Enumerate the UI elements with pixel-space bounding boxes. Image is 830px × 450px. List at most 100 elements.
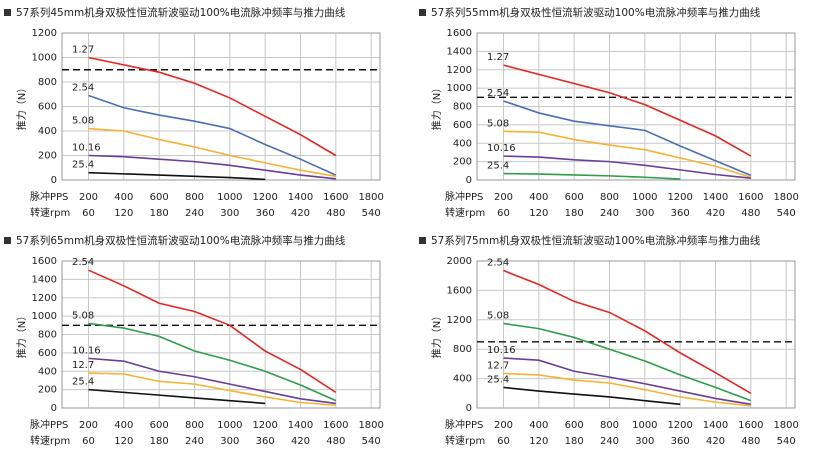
x2-tick-label: 420: [291, 436, 310, 447]
x2-tick-label: 360: [671, 436, 690, 447]
series-label: 25.4: [72, 160, 94, 171]
x2-tick-label: 360: [256, 436, 275, 447]
series-line: [503, 130, 752, 179]
x-tick-label: 200: [79, 192, 98, 203]
series-line: [88, 388, 266, 405]
series-label: 12.7: [487, 360, 509, 371]
x2-tick-label: 420: [291, 208, 310, 219]
y-tick-label: 400: [38, 126, 57, 137]
y-axis-label: 推力（N）: [430, 311, 443, 358]
x2-tick-label: 420: [706, 436, 725, 447]
x2-tick-label: 240: [185, 208, 204, 219]
y-tick-label: 0: [466, 403, 472, 414]
title-bullet: [4, 9, 11, 16]
chart-title: 57系列75mm机身双极性恒流斩波驱动100%电流脉冲频率与推力曲线: [431, 234, 761, 247]
series-line: [88, 127, 336, 178]
x-axis-label: 脉冲PPS: [30, 418, 68, 431]
x-tick-label: 1400: [288, 420, 313, 431]
x-tick-label: 1000: [632, 192, 657, 203]
series-line: [88, 322, 337, 402]
series-label: 2.54: [487, 88, 509, 99]
x2-axis-label: 转速rpm: [30, 206, 70, 219]
x2-tick-label: 60: [82, 208, 95, 219]
x2-tick-label: 480: [741, 208, 760, 219]
x2-tick-label: 120: [114, 436, 133, 447]
y-tick-label: 1200: [447, 65, 472, 76]
x2-tick-label: 540: [362, 208, 381, 219]
x2-tick-label: 120: [114, 208, 133, 219]
plot-frame: [476, 260, 796, 409]
x2-axis-label: 转速rpm: [30, 434, 70, 447]
y-tick-label: 400: [453, 374, 472, 385]
x2-tick-label: 180: [150, 208, 169, 219]
y-tick-label: 1400: [447, 46, 472, 57]
plot-frame: [61, 32, 381, 181]
series-label: 10.16: [72, 143, 101, 154]
y-tick-label: 1400: [32, 274, 57, 285]
x-tick-label: 1600: [738, 192, 763, 203]
x2-tick-label: 180: [150, 436, 169, 447]
x-tick-label: 600: [150, 192, 169, 203]
x-axis-label: 脉冲PPS: [30, 190, 68, 203]
y-tick-label: 1000: [447, 83, 472, 94]
y-tick-label: 0: [51, 175, 57, 186]
title-bullet: [4, 237, 11, 244]
title-bullet: [419, 237, 426, 244]
series-line: [503, 172, 681, 180]
series-line: [88, 171, 266, 181]
x2-tick-label: 540: [362, 436, 381, 447]
x-tick-label: 1400: [703, 192, 728, 203]
x-tick-label: 1200: [667, 192, 692, 203]
x2-tick-label: 420: [706, 208, 725, 219]
x2-tick-label: 240: [185, 436, 204, 447]
x-axis-label: 脉冲PPS: [445, 418, 483, 431]
series-line: [503, 100, 752, 177]
x2-tick-label: 120: [529, 208, 548, 219]
chart-title: 57系列55mm机身双极性恒流斩波驱动100%电流脉冲频率与推力曲线: [431, 6, 761, 19]
x-tick-label: 1400: [703, 420, 728, 431]
series-label: 25.4: [487, 161, 509, 172]
y-tick-label: 1000: [32, 53, 57, 64]
x-tick-label: 800: [600, 192, 619, 203]
x-tick-label: 1800: [358, 420, 383, 431]
series-line: [503, 155, 751, 179]
y-tick-label: 1600: [32, 256, 57, 267]
series-label: 10.16: [72, 345, 101, 356]
x-tick-label: 400: [114, 420, 133, 431]
plot-frame: [476, 32, 796, 181]
x-tick-label: 600: [565, 420, 584, 431]
series-label: 12.7: [72, 360, 94, 371]
y-tick-label: 600: [453, 120, 472, 131]
x-tick-label: 1800: [773, 420, 798, 431]
x2-tick-label: 60: [82, 436, 95, 447]
x2-tick-label: 300: [635, 208, 654, 219]
series-label: 5.08: [487, 118, 509, 129]
x2-tick-label: 480: [326, 208, 345, 219]
x-tick-label: 600: [565, 192, 584, 203]
y-tick-label: 800: [38, 77, 57, 88]
series-line: [503, 269, 752, 394]
x2-axis-label: 转速rpm: [445, 206, 485, 219]
x2-tick-label: 540: [777, 436, 796, 447]
series-line: [503, 372, 751, 407]
x-tick-label: 800: [185, 192, 204, 203]
x-tick-label: 400: [529, 192, 548, 203]
x-tick-label: 200: [494, 420, 513, 431]
series-label: 1.27: [487, 52, 509, 63]
x-tick-label: 400: [114, 192, 133, 203]
series-line: [503, 357, 751, 406]
title-bullet: [419, 9, 426, 16]
x-tick-label: 1800: [773, 192, 798, 203]
plot-frame: [61, 260, 381, 409]
y-tick-label: 600: [38, 348, 57, 359]
x2-tick-label: 540: [777, 208, 796, 219]
y-tick-label: 200: [38, 151, 57, 162]
series-label: 2.54: [72, 82, 94, 93]
x-tick-label: 600: [150, 420, 169, 431]
x2-tick-label: 480: [326, 436, 345, 447]
series-label: 1.27: [72, 45, 94, 56]
y-tick-label: 800: [38, 330, 57, 341]
y-tick-label: 400: [453, 138, 472, 149]
